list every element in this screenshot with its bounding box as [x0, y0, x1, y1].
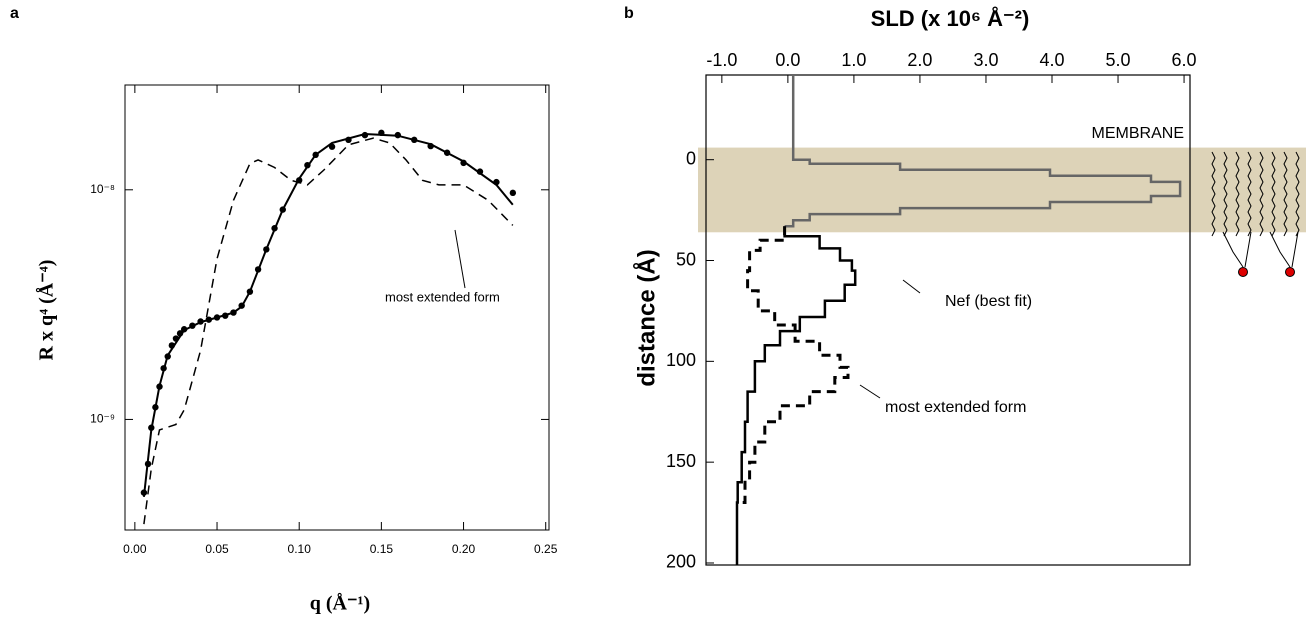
- x-tick-label: 0.00: [123, 542, 147, 556]
- membrane-band: [698, 147, 1306, 233]
- plot-frame: [705, 74, 1191, 566]
- lipid-head: [1222, 231, 1252, 268]
- data-point: [509, 189, 517, 197]
- x-tick-label: 0.20: [452, 542, 476, 556]
- series-line: [741, 226, 850, 504]
- y-tick-label: 150: [666, 451, 696, 471]
- series-annotation: most extended form: [385, 289, 500, 304]
- x-tick-label: 0.10: [288, 542, 312, 556]
- y-tick-label: 100: [666, 350, 696, 370]
- lipid-head: [1269, 231, 1299, 268]
- y-axis-label: R x q⁴ (Å⁻⁴): [35, 260, 58, 361]
- x-tick-label: 0.15: [370, 542, 394, 556]
- lipid-tail: [1295, 151, 1300, 237]
- y-tick-label: 0: [686, 148, 696, 168]
- band-label: MEMBRANE: [1092, 125, 1184, 142]
- plot-frame: [124, 84, 550, 531]
- y-tick-label: 10⁻⁸: [90, 182, 115, 196]
- y-tick-label: 200: [666, 552, 696, 572]
- y-tick-label: 10⁻⁹: [90, 412, 115, 426]
- x-tick-label: 0.05: [205, 542, 229, 556]
- x-tick-label: 0.0: [775, 50, 800, 70]
- leader-line: [454, 229, 466, 289]
- lipid-tail: [1259, 151, 1264, 237]
- lipid-tail: [1235, 151, 1240, 237]
- lipid-tail: [1211, 151, 1216, 237]
- lipid-dot: [1238, 267, 1248, 277]
- series-line: [142, 132, 514, 498]
- leader-line: [859, 384, 881, 399]
- series-line: [784, 75, 1182, 228]
- lipid-tail: [1223, 151, 1228, 237]
- y-tick-label: 50: [676, 249, 696, 269]
- leader-line: [902, 279, 921, 294]
- x-tick-label: 2.0: [907, 50, 932, 70]
- lipid-tail: [1247, 151, 1252, 237]
- lipid-tail: [1283, 151, 1288, 237]
- y-axis-label: distance (Å): [632, 249, 660, 386]
- x-axis-label: SLD (x 10⁶ Å⁻²): [871, 5, 1030, 31]
- series-annotation: Nef (best fit): [945, 293, 1032, 310]
- x-tick-label: -1.0: [706, 50, 737, 70]
- series-line: [735, 226, 857, 565]
- lipid-icon: [1211, 151, 1300, 277]
- x-axis-label: q (Å⁻¹): [310, 592, 370, 615]
- lipid-dot: [1285, 267, 1295, 277]
- panel-letter: a: [10, 5, 19, 22]
- x-tick-label: 3.0: [973, 50, 998, 70]
- x-tick-label: 4.0: [1039, 50, 1064, 70]
- x-tick-label: 0.25: [534, 542, 558, 556]
- panel-letter: b: [624, 5, 634, 22]
- x-tick-label: 6.0: [1172, 50, 1197, 70]
- series-annotation: most extended form: [885, 399, 1026, 416]
- lipid-tail: [1271, 151, 1276, 237]
- x-tick-label: 5.0: [1106, 50, 1131, 70]
- series-line: [143, 137, 514, 525]
- x-tick-label: 1.0: [841, 50, 866, 70]
